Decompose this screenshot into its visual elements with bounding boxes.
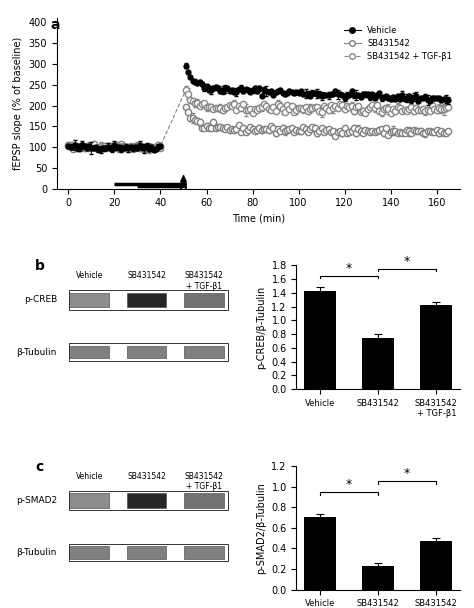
Y-axis label: p-CREB/β-Tubulin: p-CREB/β-Tubulin <box>256 286 266 369</box>
FancyBboxPatch shape <box>184 547 224 559</box>
Text: b: b <box>36 259 45 273</box>
FancyBboxPatch shape <box>70 547 109 559</box>
FancyBboxPatch shape <box>70 493 109 508</box>
FancyBboxPatch shape <box>184 292 224 308</box>
Text: β-Tubulin: β-Tubulin <box>17 548 57 557</box>
Text: β-Tubulin: β-Tubulin <box>17 348 57 356</box>
Bar <box>420 305 452 389</box>
FancyBboxPatch shape <box>127 292 166 308</box>
Y-axis label: fEPSP slope (% of baseline): fEPSP slope (% of baseline) <box>13 37 23 170</box>
Bar <box>70 491 228 511</box>
Text: SB431542: SB431542 <box>127 272 166 280</box>
FancyBboxPatch shape <box>184 346 224 358</box>
Text: SB431542: SB431542 <box>127 472 166 481</box>
Bar <box>304 517 336 590</box>
Text: p-SMAD2: p-SMAD2 <box>16 496 57 505</box>
FancyBboxPatch shape <box>70 346 109 358</box>
Text: a: a <box>50 18 59 32</box>
Text: SB431542
+ TGF-β1: SB431542 + TGF-β1 <box>185 472 224 491</box>
Text: Vehicle: Vehicle <box>75 472 103 481</box>
X-axis label: Time (min): Time (min) <box>232 214 285 224</box>
FancyBboxPatch shape <box>127 493 166 508</box>
Bar <box>304 291 336 389</box>
Text: SB431542
+ TGF-β1: SB431542 + TGF-β1 <box>185 272 224 291</box>
FancyBboxPatch shape <box>127 547 166 559</box>
Text: *: * <box>404 255 410 268</box>
Bar <box>420 541 452 590</box>
Text: *: * <box>346 478 352 491</box>
FancyBboxPatch shape <box>127 346 166 358</box>
Text: Vehicle: Vehicle <box>75 272 103 280</box>
Bar <box>70 290 228 310</box>
Text: p-CREB: p-CREB <box>24 295 57 305</box>
Text: c: c <box>36 460 44 474</box>
Text: *: * <box>404 468 410 480</box>
FancyBboxPatch shape <box>70 292 109 308</box>
Bar <box>70 344 228 361</box>
Legend: Vehicle, SB431542, SB431542 + TGF-β1: Vehicle, SB431542, SB431542 + TGF-β1 <box>341 22 456 64</box>
Bar <box>362 566 394 590</box>
FancyBboxPatch shape <box>184 493 224 508</box>
Bar <box>70 544 228 561</box>
Y-axis label: p-SMAD2/β-Tubulin: p-SMAD2/β-Tubulin <box>256 482 266 574</box>
Text: *: * <box>346 262 352 275</box>
Bar <box>362 337 394 389</box>
